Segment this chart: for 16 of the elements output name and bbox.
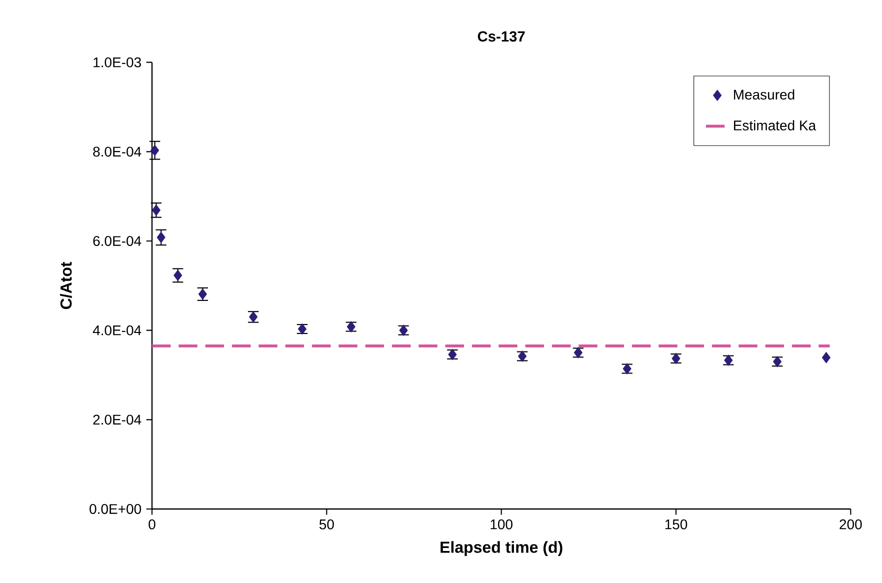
y-tick-label: 2.0E-04 <box>93 414 142 425</box>
x-tick-label: 200 <box>840 519 862 530</box>
x-axis-title: Elapsed time (d) <box>440 541 562 556</box>
legend-label: Estimated Ka <box>734 120 816 130</box>
y-axis-title: C/Atot <box>60 262 72 310</box>
x-tick-label: 150 <box>665 519 688 530</box>
x-tick-label: 0 <box>148 519 156 530</box>
y-tick-label: 0.0E+00 <box>90 504 142 514</box>
chart-title: Cs-137 <box>478 31 525 42</box>
y-tick-label: 1.0E-03 <box>94 57 141 68</box>
y-tick-label: 4.0E-04 <box>92 325 142 336</box>
y-tick-label: 6.0E-04 <box>93 236 142 246</box>
legend-label: Measured <box>734 89 794 100</box>
x-tick-label: 100 <box>490 519 512 530</box>
y-tick-label: 8.0E-04 <box>93 146 142 157</box>
x-tick-label: 50 <box>319 519 334 530</box>
